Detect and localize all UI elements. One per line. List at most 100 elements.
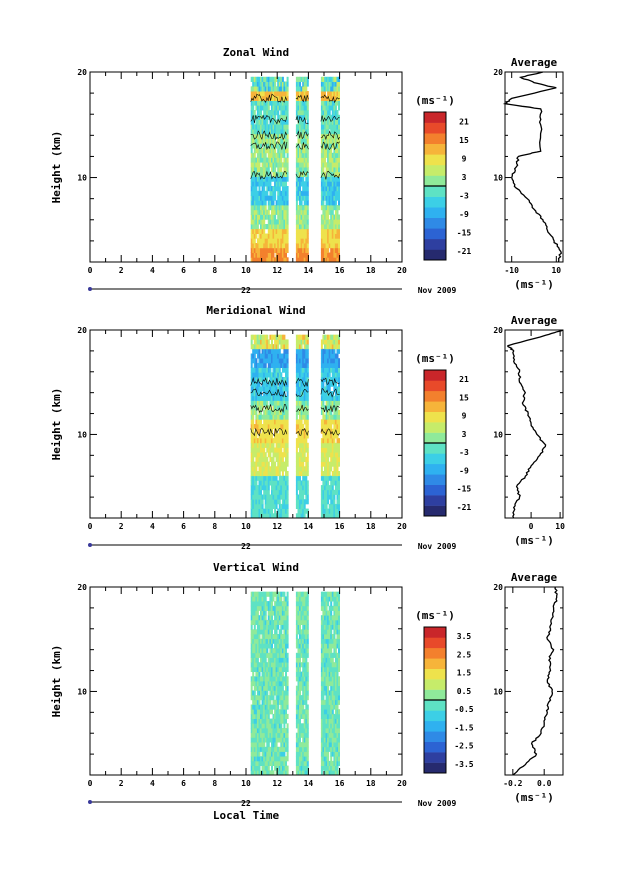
heatmap-cell — [334, 129, 337, 135]
heatmap-cell — [261, 138, 264, 144]
heatmap-cell — [295, 209, 298, 215]
heatmap-cell — [263, 765, 266, 771]
heatmap-cell — [327, 405, 330, 411]
heatmap-cell — [260, 452, 262, 458]
heatmap-cell — [306, 615, 309, 621]
heatmap-cell — [275, 671, 278, 677]
heatmap-cell — [299, 405, 301, 411]
heatmap-cell — [278, 732, 281, 738]
heatmap-cell — [330, 718, 333, 724]
heatmap-cell — [264, 205, 267, 211]
heatmap-cell — [252, 334, 255, 340]
heatmap-cell — [283, 704, 286, 710]
heatmap-cell — [297, 485, 300, 491]
heatmap-cell — [277, 723, 280, 729]
heatmap-cell — [250, 148, 253, 154]
heatmap-cell — [280, 737, 283, 743]
heatmap-cell — [277, 513, 280, 519]
heatmap-cell — [267, 610, 270, 616]
heatmap-cell — [277, 171, 280, 177]
heatmap-cell — [266, 685, 269, 691]
heatmap-cell — [299, 475, 301, 481]
heatmap-cell — [256, 485, 259, 491]
heatmap-cell — [264, 148, 267, 154]
heatmap-cell — [297, 181, 300, 187]
heatmap-cell — [256, 652, 259, 658]
heatmap-cell — [325, 138, 328, 144]
heatmap-cell — [320, 148, 323, 154]
heatmap-cell — [306, 219, 309, 225]
heatmap-cell — [336, 124, 339, 130]
heatmap-cell — [258, 770, 261, 776]
heatmap-cell — [253, 471, 256, 477]
heatmap-cell — [302, 148, 305, 154]
heatmap-cell — [278, 353, 281, 359]
x-tick-label: 18 — [366, 266, 376, 275]
heatmap-cell — [275, 224, 278, 230]
x-tick-label: 12 — [272, 266, 282, 275]
heatmap-cell — [258, 499, 261, 505]
heatmap-cell — [278, 485, 281, 491]
heatmap-cell — [250, 228, 253, 234]
colorbar-segment — [424, 122, 446, 134]
heatmap-cell — [255, 770, 258, 776]
heatmap-cell — [320, 252, 323, 258]
heatmap-cell — [325, 480, 328, 486]
heatmap-cell — [261, 596, 264, 602]
heatmap-cell — [272, 348, 275, 354]
heatmap-cell — [253, 629, 256, 635]
heatmap-cell — [256, 95, 259, 101]
heatmap-cell — [299, 344, 301, 350]
heatmap-cell — [274, 100, 277, 106]
heatmap-cell — [258, 157, 261, 163]
heatmap-cell — [253, 615, 256, 621]
heatmap-cell — [271, 353, 273, 359]
heatmap-cell — [302, 400, 305, 406]
heatmap-cell — [277, 243, 280, 249]
heatmap-cell — [266, 424, 269, 430]
heatmap-cell — [299, 732, 301, 738]
heatmap-cell — [256, 91, 259, 97]
heatmap-cell — [306, 358, 309, 364]
heatmap-cell — [338, 129, 340, 135]
heatmap-cell — [271, 648, 273, 654]
heatmap-cell — [264, 100, 267, 106]
heatmap-cell — [253, 447, 256, 453]
heatmap-cell — [299, 171, 301, 177]
heatmap-cell — [286, 681, 289, 687]
heatmap-cell — [271, 671, 273, 677]
heatmap-cell — [274, 480, 277, 486]
heatmap-cell — [281, 409, 284, 415]
heatmap-cell — [264, 76, 267, 82]
heatmap-cell — [253, 190, 256, 196]
heatmap-cell — [328, 643, 331, 649]
heatmap-cell — [250, 666, 253, 672]
heatmap-cell — [325, 391, 328, 397]
heatmap-cell — [336, 171, 339, 177]
heatmap-cell — [255, 685, 258, 691]
heatmap-cell — [297, 395, 300, 401]
heatmap-cell — [255, 615, 258, 621]
heatmap-cell — [305, 709, 308, 715]
heatmap-cell — [283, 657, 286, 663]
heatmap-cell — [331, 205, 334, 211]
heatmap-cell — [299, 699, 301, 705]
heatmap-cell — [327, 513, 330, 519]
heatmap-cell — [322, 610, 325, 616]
heatmap-cell — [263, 76, 266, 82]
heatmap-cell — [320, 634, 323, 640]
heatmap-cell — [283, 367, 286, 373]
heatmap-cell — [302, 414, 305, 420]
heatmap-cell — [285, 629, 287, 635]
heatmap-cell — [271, 681, 273, 687]
heatmap-cell — [320, 176, 323, 182]
heatmap-cell — [256, 344, 259, 350]
heatmap-cell — [275, 760, 278, 766]
heatmap-cell — [281, 243, 284, 249]
heatmap-cell — [278, 681, 281, 687]
heatmap-cell — [250, 447, 253, 453]
heatmap-cell — [275, 91, 278, 97]
heatmap-cell — [283, 200, 286, 206]
heatmap-cell — [302, 466, 305, 472]
heatmap-cell — [263, 433, 266, 439]
